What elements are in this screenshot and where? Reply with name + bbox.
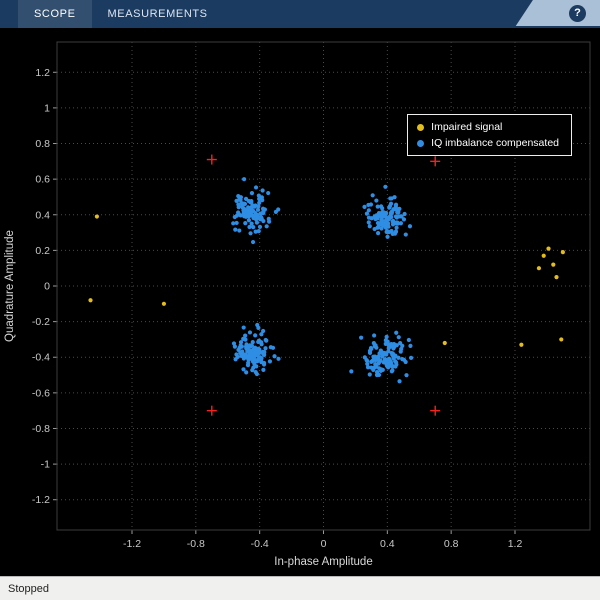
legend-item-iq-compensated[interactable]: IQ imbalance compensated [417, 137, 559, 149]
series-iq-imbalance-compensated [231, 177, 414, 384]
y-tick-label: 0 [44, 281, 50, 293]
grid: -1.2 -0.8 -0.4 0 0.4 0.8 1.2 -1.2 -1 -0.8 -0.6 -0.4… [32, 41, 591, 550]
legend-marker-impaired-signal [417, 123, 425, 131]
toolstrip: SCOPE MEASUREMENTS ? [0, 0, 600, 28]
x-tick-label: 1.2 [508, 538, 523, 550]
y-tick-label: -1 [41, 459, 50, 471]
x-tick-label: -0.4 [251, 538, 269, 550]
x-tick-label: 0.8 [444, 538, 459, 550]
x-tick-label: -0.8 [187, 538, 205, 550]
x-tick-label: 0.4 [380, 538, 395, 550]
x-axis-label: In-phase Amplitude [274, 556, 372, 568]
y-axis-label: Quadrature Amplitude [4, 230, 16, 342]
question-mark-icon: ? [574, 6, 581, 19]
toolstrip-corner: ? [515, 0, 600, 26]
legend[interactable]: Impaired signal IQ imbalance compensated [407, 114, 572, 156]
legend-label-impaired-signal: Impaired signal [431, 121, 503, 133]
y-tick-label: -0.4 [32, 352, 50, 364]
tab-measurements[interactable]: MEASUREMENTS [107, 8, 208, 20]
y-tick-label: 0.4 [35, 209, 50, 221]
series-reference-constellation [206, 154, 441, 416]
y-tick-label: -0.8 [32, 423, 50, 435]
y-tick-label: 0.6 [35, 174, 50, 186]
tab-scope[interactable]: SCOPE [18, 0, 92, 28]
legend-label-iq-compensated: IQ imbalance compensated [431, 137, 559, 149]
series-impaired-signal [88, 214, 565, 347]
y-tick-label: 1.2 [35, 67, 50, 79]
y-tick-label: -1.2 [32, 494, 50, 506]
legend-item-impaired-signal[interactable]: Impaired signal [417, 121, 559, 133]
legend-marker-iq-compensated [417, 139, 425, 147]
y-tick-label: -0.6 [32, 387, 50, 399]
status-bar: Stopped [0, 576, 600, 600]
y-tick-label: 0.8 [35, 138, 50, 150]
y-tick-label: 1 [44, 102, 50, 114]
x-tick-label: 0 [321, 538, 327, 550]
constellation-plot: -1.2 -0.8 -0.4 0 0.4 0.8 1.2 -1.2 -1 -0.8 -0.6 -0.4… [4, 41, 591, 568]
y-tick-label: 0.2 [35, 245, 50, 257]
x-tick-label: -1.2 [123, 538, 141, 550]
help-button[interactable]: ? [569, 4, 586, 22]
y-tick-label: -0.2 [32, 316, 50, 328]
scope-display: -1.2 -0.8 -0.4 0 0.4 0.8 1.2 -1.2 -1 -0.8 -0.6 -0.4… [0, 28, 600, 576]
status-text: Stopped [8, 582, 49, 595]
